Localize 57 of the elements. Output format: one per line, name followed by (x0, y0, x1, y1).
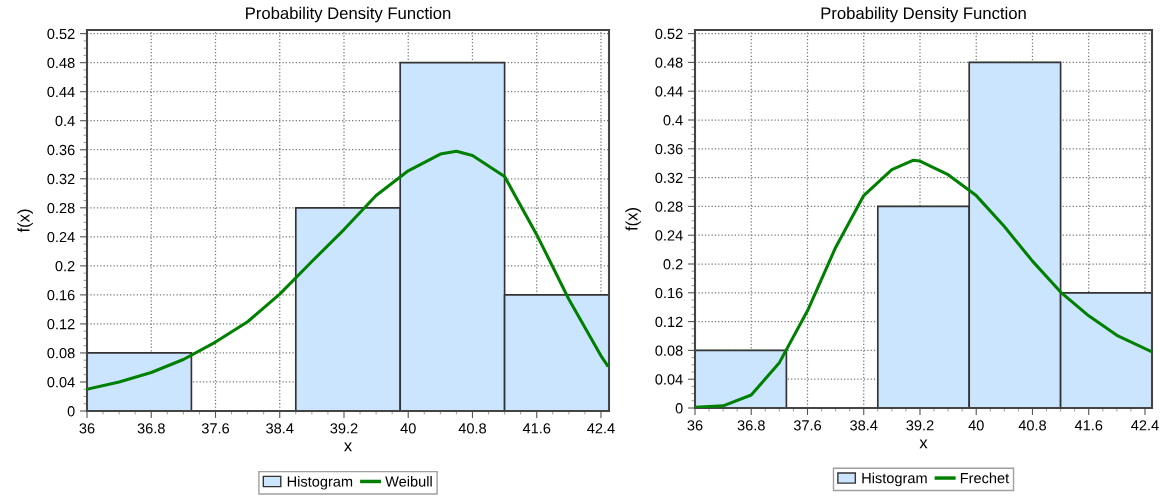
x-tick-label: 42.4 (587, 423, 615, 434)
legend-label: Frechet (960, 472, 1010, 484)
y-tick-label: 0.28 (47, 202, 75, 214)
legend-label: Weibull (385, 476, 432, 487)
y-tick-label: 0.24 (655, 230, 683, 241)
x-tick-label: 36 (79, 423, 95, 434)
x-tick-label: 39.2 (906, 420, 934, 431)
y-tick-label: 0.04 (655, 374, 683, 385)
legend-label: Histogram (287, 476, 353, 490)
x-tick-label: 39.2 (330, 423, 358, 434)
line-series (87, 149, 609, 391)
y-tick-label: 0.44 (655, 86, 683, 97)
x-tick-label: 37.6 (201, 423, 230, 434)
y-tick-label: 0.04 (47, 377, 75, 388)
y-tick-label: 0.08 (655, 345, 683, 356)
y-tick-label: 0.32 (47, 173, 75, 185)
y-tick-label: 0.12 (655, 316, 683, 328)
x-axis-title: x (919, 439, 928, 449)
y-tick-label: 0.24 (47, 231, 75, 243)
y-tick-label: 0.32 (655, 172, 683, 184)
x-tick-label: 42.4 (1131, 420, 1159, 431)
x-tick-label: 40.8 (1018, 420, 1047, 431)
legend-label: Histogram (862, 472, 927, 487)
chart-title: Probability Density Function (821, 6, 1026, 23)
x-tick-label: 40 (400, 423, 416, 434)
y-tick-label: 0.4 (663, 115, 683, 126)
y-axis-title: f(x) (625, 208, 641, 231)
y-tick-label: 0.2 (663, 259, 683, 270)
y-tick-label: 0.2 (55, 260, 75, 272)
y-tick-label: 0.36 (655, 143, 683, 155)
y-tick-label: 0.12 (47, 319, 75, 330)
x-tick-label: 41.6 (522, 423, 551, 434)
y-tick-label: 0.48 (47, 57, 75, 69)
y-tick-label: 0.52 (655, 28, 683, 40)
y-tick-label: 0 (675, 403, 683, 414)
x-tick-label: 41.6 (1074, 420, 1103, 431)
x-axis-title: x (344, 442, 352, 452)
y-tick-label: 0.4 (55, 115, 75, 127)
y-tick-label: 0 (67, 406, 75, 417)
y-tick-label: 0.44 (47, 86, 75, 98)
x-tick-label: 36 (687, 420, 703, 431)
chart-title: Probability Density Function (246, 6, 451, 23)
y-tick-label: 0.08 (47, 348, 75, 359)
x-tick-label: 37.6 (793, 420, 822, 431)
y-tick-label: 0.52 (47, 28, 75, 40)
y-tick-label: 0.16 (47, 289, 75, 301)
y-tick-label: 0.36 (47, 144, 75, 156)
x-tick-label: 36.8 (137, 423, 165, 434)
x-tick-label: 38.4 (850, 420, 878, 431)
x-tick-label: 40.8 (458, 423, 487, 434)
y-tick-label: 0.28 (655, 201, 683, 212)
x-tick-label: 36.8 (737, 420, 765, 431)
y-axis-title: f(x) (17, 209, 33, 233)
y-tick-label: 0.48 (655, 57, 683, 68)
y-tick-label: 0.16 (655, 287, 683, 299)
x-tick-label: 38.4 (266, 423, 294, 434)
x-tick-label: 40 (968, 420, 984, 431)
